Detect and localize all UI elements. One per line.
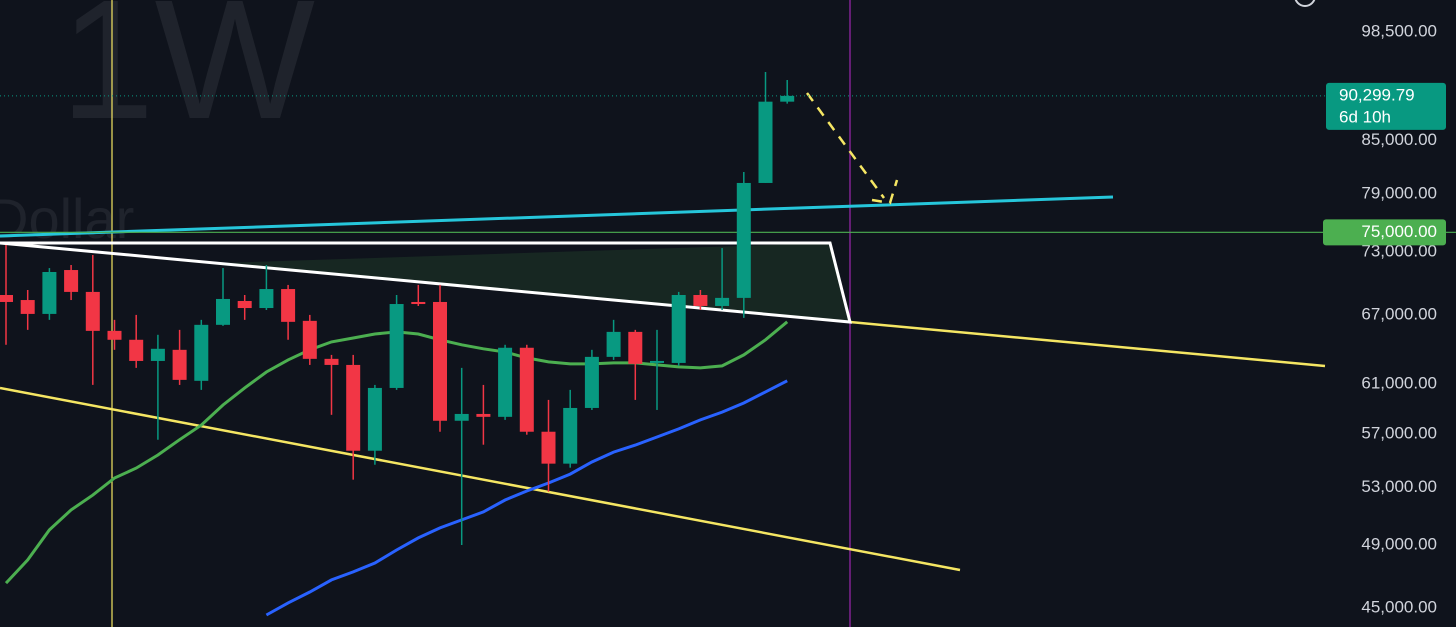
candle-body: [194, 324, 209, 381]
candle-body: [20, 300, 35, 314]
y-tick-label: 57,000.00: [1361, 424, 1437, 443]
candle-body: [107, 330, 122, 340]
candle-body: [42, 271, 57, 314]
candle-body: [64, 270, 79, 292]
candle-body: [736, 182, 751, 298]
candle-body: [411, 301, 426, 305]
shaded-zone: [220, 243, 850, 322]
ma-line: [265, 379, 788, 617]
trendline: [849, 320, 1326, 368]
candle-body: [259, 289, 274, 309]
candle-body: [671, 295, 686, 363]
candle-body: [367, 387, 382, 451]
candle-body: [693, 295, 708, 306]
candle-body: [389, 304, 404, 388]
projection: [805, 92, 899, 205]
candle-body: [324, 358, 339, 365]
candle-body: [433, 301, 447, 421]
triangle: [0, 241, 852, 324]
price-badge: [1326, 82, 1446, 130]
candle-body: [606, 331, 621, 357]
candle-body: [584, 356, 599, 408]
y-tick-label: 53,000.00: [1361, 477, 1437, 496]
y-tick-label: 49,000.00: [1361, 535, 1437, 554]
candle-body: [541, 431, 556, 464]
level-badge: [1323, 219, 1446, 246]
y-tick-label: 45,000.00: [1361, 597, 1437, 616]
candle-body: [758, 101, 773, 183]
candle-body: [715, 297, 730, 306]
watermark-sub: Dollar: [0, 187, 134, 250]
y-tick-label: 79,000.00: [1361, 184, 1437, 203]
y-tick-label: 73,000.00: [1361, 242, 1437, 261]
candle-body: [281, 289, 296, 322]
candle-body: [237, 301, 252, 309]
trendline: [0, 386, 961, 572]
candle-body: [650, 360, 664, 363]
price-label: 90,299.79: [1339, 85, 1415, 104]
level-label: 75,000.00: [1361, 222, 1437, 241]
candle-body: [519, 347, 534, 432]
icon: [1294, 0, 1316, 7]
trendline: [0, 195, 1114, 238]
candle-body: [85, 291, 100, 331]
candle-body: [302, 320, 317, 359]
countdown-label: 6d 10h: [1339, 107, 1391, 126]
candle-body: [129, 339, 144, 361]
candle-body: [454, 413, 469, 421]
watermark: 1W: [60, 0, 315, 155]
y-tick-label: 61,000.00: [1361, 374, 1437, 393]
y-tick-label: 67,000.00: [1361, 305, 1437, 324]
candle-body: [476, 413, 491, 417]
candle-body: [346, 364, 361, 451]
y-tick-label: 98,500.00: [1361, 21, 1437, 40]
candle-body: [780, 95, 795, 102]
candle-body: [216, 298, 230, 325]
candle-body: [498, 347, 513, 417]
candle-body: [172, 349, 187, 380]
candle-body: [0, 295, 13, 302]
candle-body: [628, 331, 643, 364]
y-tick-label: 85,000.00: [1361, 130, 1437, 149]
candle-body: [563, 407, 578, 464]
candle-body: [150, 348, 165, 361]
